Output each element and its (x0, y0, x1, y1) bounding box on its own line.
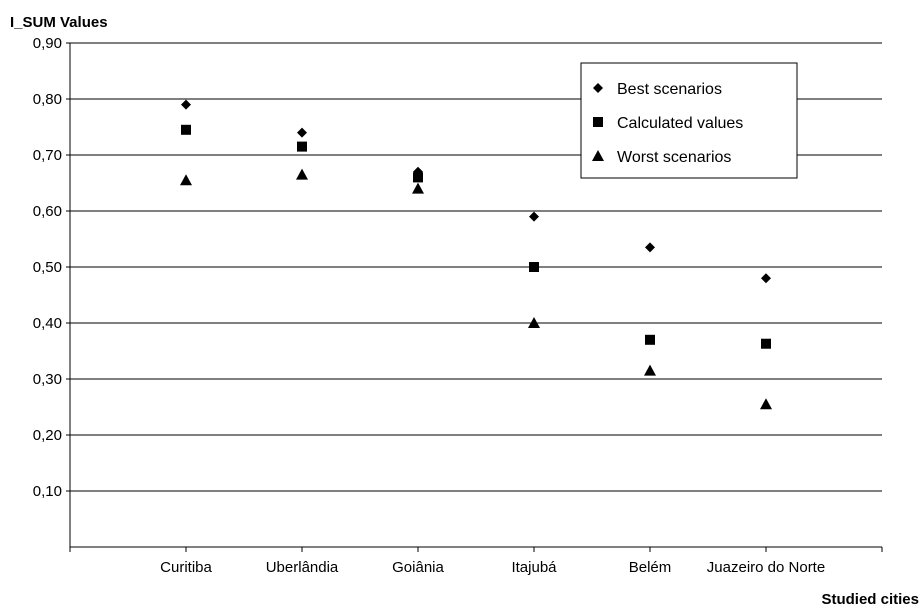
square-point (297, 141, 307, 152)
legend: Best scenarios Calculated values Worst sce… (580, 62, 798, 179)
legend-triangle-icon (592, 150, 604, 161)
square-point (761, 338, 771, 349)
x-tick-labels: Curitiba Uberlândia Goiânia Itajubá Belém Jua… (160, 559, 825, 576)
triangle-point (528, 317, 540, 328)
y-tick-label: 0,60 (33, 203, 62, 220)
triangle-point (180, 174, 192, 186)
legend-label: Calculated values (617, 115, 743, 132)
legend-diamond-icon (593, 83, 603, 93)
triangle-point (644, 364, 656, 376)
data-markers (180, 99, 772, 410)
y-tick-label: 0,90 (33, 35, 62, 52)
y-tick-label: 0,80 (33, 91, 62, 108)
y-tick-label: 0,20 (33, 427, 62, 444)
triangle-point (296, 168, 308, 180)
x-tick-label: Uberlândia (266, 559, 339, 576)
legend-box (580, 62, 798, 179)
legend-label: Worst scenarios (617, 149, 731, 166)
square-point (645, 334, 655, 345)
diamond-point (529, 211, 539, 222)
x-tick-label: Itajubá (511, 559, 557, 576)
square-point (181, 124, 191, 135)
diamond-point (645, 242, 655, 253)
diamond-point (181, 99, 191, 110)
diamond-point (761, 273, 771, 284)
y-axis-title: I_SUM Values (10, 14, 108, 31)
y-tick-label: 0,50 (33, 259, 62, 276)
y-tick-label: 0,30 (33, 371, 62, 388)
y-tick-label: 0,40 (33, 315, 62, 332)
x-tick-label: Curitiba (160, 559, 212, 576)
gridlines (70, 42, 882, 492)
x-tick-label: Goiânia (392, 559, 444, 576)
legend-square-icon (593, 117, 603, 127)
diamond-point (297, 127, 307, 138)
y-tick-label: 0,10 (33, 483, 62, 500)
x-tick-label: Belém (629, 559, 672, 576)
y-tick-labels: 0,10 0,20 0,30 0,40 0,50 0,60 0,70 0,80 0,90 (33, 35, 62, 500)
triangle-point (760, 398, 772, 410)
y-tick-label: 0,70 (33, 147, 62, 164)
triangle-point (412, 182, 424, 194)
axes (66, 42, 883, 552)
square-point (529, 262, 539, 272)
x-axis-title: Studied cities (821, 591, 919, 608)
legend-label: Best scenarios (617, 81, 722, 98)
square-point (413, 172, 423, 183)
x-tick-label: Juazeiro do Norte (707, 559, 825, 576)
